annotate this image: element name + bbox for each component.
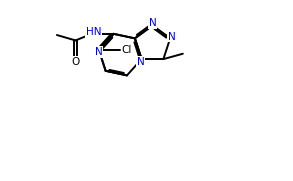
Text: N: N — [95, 47, 103, 57]
Text: O: O — [71, 57, 80, 67]
Text: N: N — [137, 56, 144, 66]
Text: HN: HN — [86, 27, 101, 37]
Text: Cl: Cl — [122, 45, 132, 55]
Text: N: N — [149, 18, 156, 28]
Text: N: N — [168, 31, 176, 42]
